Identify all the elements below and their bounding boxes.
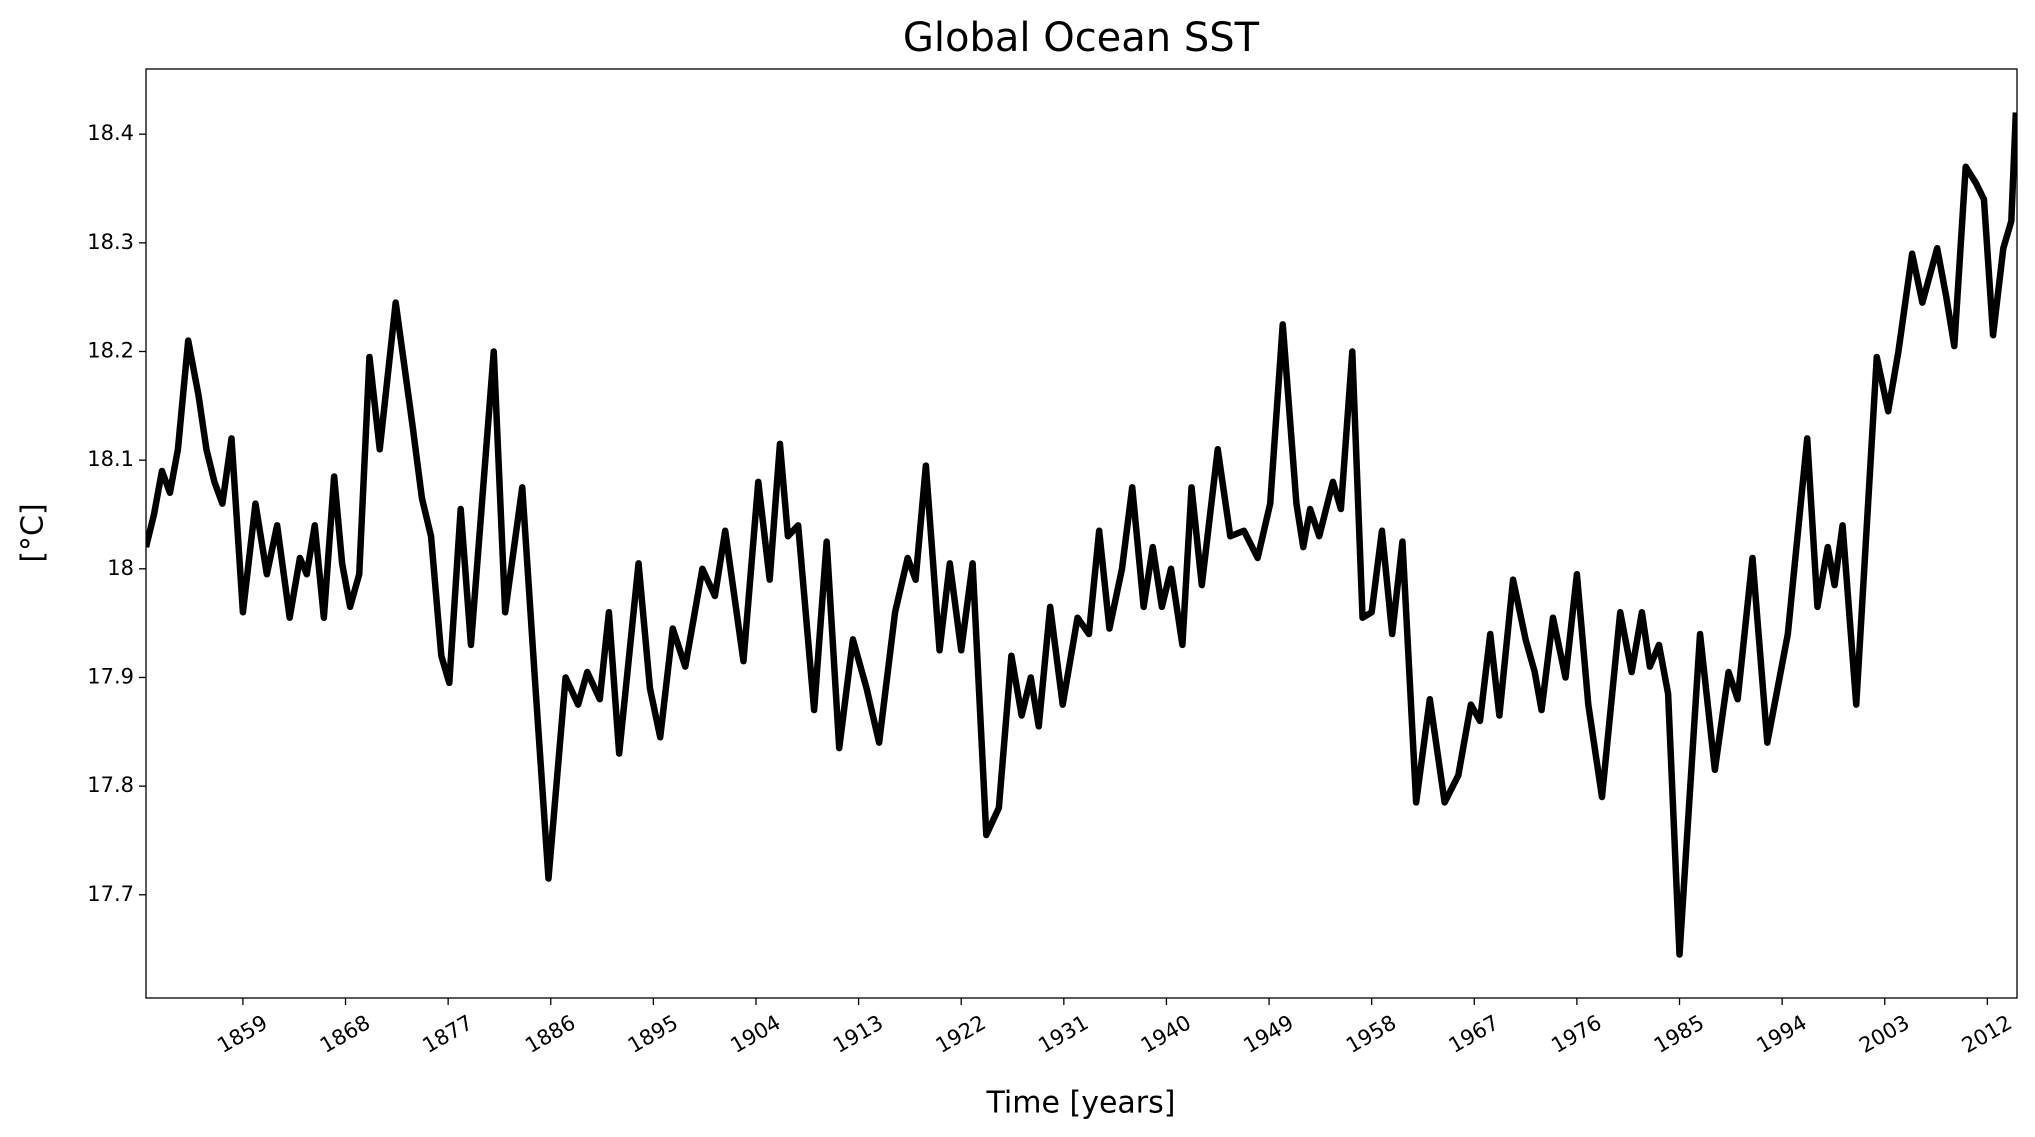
x-tick-label: 1895 — [624, 1010, 682, 1058]
y-tick-label: 18.3 — [87, 230, 134, 254]
x-tick-label: 2012 — [1958, 1010, 2016, 1058]
x-tick-label: 1922 — [932, 1010, 990, 1058]
x-tick-label: 1976 — [1547, 1010, 1605, 1058]
line — [146, 112, 2017, 958]
x-tick-label: 1904 — [726, 1010, 784, 1058]
y-tick-label: 18 — [107, 556, 134, 580]
x-tick-label: 1940 — [1137, 1010, 1195, 1058]
chart-title: Global Ocean SST — [903, 15, 1260, 61]
x-tick-label: 1868 — [316, 1010, 374, 1058]
x-tick-label: 1949 — [1239, 1010, 1297, 1058]
y-axis-label: [°C] — [16, 503, 51, 562]
x-tick-label: 1877 — [418, 1010, 476, 1058]
x-tick-label: 1859 — [213, 1010, 271, 1058]
plot-frame — [145, 68, 2018, 999]
y-tick-label: 18.2 — [87, 339, 134, 363]
y-tick-label: 17.8 — [87, 773, 134, 797]
x-tick-label: 2003 — [1855, 1010, 1913, 1058]
x-axis-label: Time [years] — [986, 1086, 1176, 1121]
y-tick-label: 17.9 — [87, 664, 134, 688]
x-tick-label: 1931 — [1034, 1010, 1092, 1058]
y-tick-label: 17.7 — [87, 882, 134, 906]
x-tick-label: 1913 — [829, 1010, 887, 1058]
y-tick-label: 18.4 — [87, 121, 134, 145]
x-tick-label: 1967 — [1445, 1010, 1503, 1058]
x-tick-label: 1985 — [1650, 1010, 1708, 1058]
y-tick-label: 18.1 — [87, 447, 134, 471]
x-tick-label: 1886 — [521, 1010, 579, 1058]
x-tick-label: 1994 — [1752, 1010, 1810, 1058]
x-tick-label: 1958 — [1342, 1010, 1400, 1058]
